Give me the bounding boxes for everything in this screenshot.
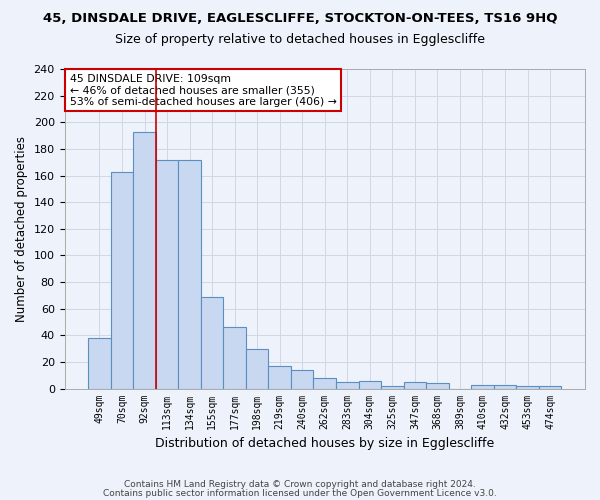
Bar [111, 172, 133, 388]
Text: 45, DINSDALE DRIVE, EAGLESCLIFFE, STOCKTON-ON-TEES, TS16 9HQ: 45, DINSDALE DRIVE, EAGLESCLIFFE, STOCKT… [43, 12, 557, 26]
X-axis label: Distribution of detached houses by size in Egglescliffe: Distribution of detached houses by size … [155, 437, 494, 450]
Text: Contains public sector information licensed under the Open Government Licence v3: Contains public sector information licen… [103, 490, 497, 498]
Text: Size of property relative to detached houses in Egglescliffe: Size of property relative to detached ho… [115, 32, 485, 46]
Bar [178, 160, 201, 388]
Text: Contains HM Land Registry data © Crown copyright and database right 2024.: Contains HM Land Registry data © Crown c… [124, 480, 476, 489]
Bar [471, 384, 494, 388]
Bar [223, 328, 246, 388]
Bar [313, 378, 336, 388]
Y-axis label: Number of detached properties: Number of detached properties [15, 136, 28, 322]
Bar [246, 348, 268, 389]
Bar [359, 380, 381, 388]
Bar [404, 382, 426, 388]
Bar [201, 296, 223, 388]
Bar [88, 338, 111, 388]
Bar [494, 384, 516, 388]
Text: 45 DINSDALE DRIVE: 109sqm
← 46% of detached houses are smaller (355)
53% of semi: 45 DINSDALE DRIVE: 109sqm ← 46% of detac… [70, 74, 337, 107]
Bar [426, 383, 449, 388]
Bar [268, 366, 291, 388]
Bar [291, 370, 313, 388]
Bar [133, 132, 156, 388]
Bar [381, 386, 404, 388]
Bar [516, 386, 539, 388]
Bar [539, 386, 562, 388]
Bar [156, 160, 178, 388]
Bar [336, 382, 359, 388]
